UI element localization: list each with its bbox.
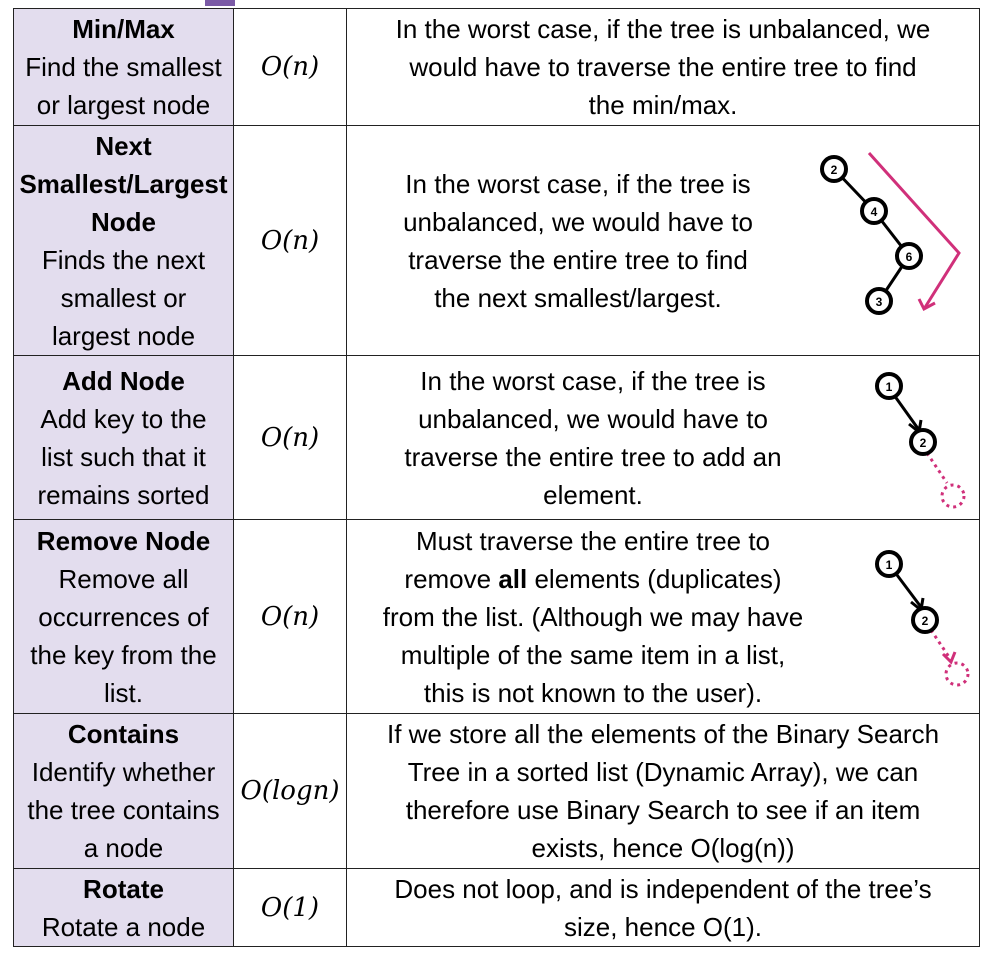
operation-cell: Min/Max Find the smallest or largest nod… [13,8,234,126]
table-row: Contains Identify whether the tree conta… [13,713,980,869]
tree-node [865,286,893,315]
operation-description: smallest or [60,282,187,313]
complexity-cell: O(1) [233,868,347,947]
tree-node [875,549,903,578]
explanation-line: In the worst case, if the tree is unbala… [395,14,931,44]
tree-node [895,241,923,270]
operation-description: Add key to the [40,403,207,434]
explanation-line: traverse the entire tree to add an [404,441,782,472]
table-row: Rotate Rotate a node O(1) Does not loop,… [13,868,980,947]
svg-text:3: 3 [876,295,883,309]
operation-cell: Next Smallest/Largest Node Finds the nex… [13,125,234,356]
explanation-line: size, hence O(1). [564,911,762,942]
explanation-line: traverse the entire tree to find [408,244,748,275]
operation-description: list. [104,677,143,708]
tree-node [875,371,903,400]
operation-title: Contains [67,719,180,749]
svg-text:1: 1 [886,558,893,572]
header-accent-bar [205,0,235,6]
operation-description: remains sorted [37,479,210,510]
explanation-line: would have to traverse the entire tree t… [409,52,917,82]
operation-description: Finds the next [41,244,206,275]
explanation-line: Does not loop, and is independent of the… [394,873,932,904]
emphasis-all: all [498,563,528,594]
table-row: Next Smallest/Largest Node Finds the nex… [13,125,980,356]
explanation-line: therefore use Binary Search to see if an… [405,795,921,825]
table-row: Add Node Add key to the list such that i… [13,355,980,520]
operation-title: Next [95,130,152,161]
explanation-line: the min/max. [588,90,738,120]
explanation-cell: Must traverse the entire tree to remove … [346,519,980,714]
operation-description: the tree contains [27,795,220,825]
operation-cell: Contains Identify whether the tree conta… [13,713,234,869]
operation-title: Remove Node [36,525,211,556]
operation-description: occurrences of [38,601,209,632]
operation-description: the key from the [30,639,217,670]
explanation-line: remove all elements (duplicates) [404,563,782,594]
explanation-line: If we store all the elements of the Bina… [386,719,940,749]
explanation-line: In the worst case, if the tree is [420,365,766,396]
operation-cell: Remove Node Remove all occurrences of th… [13,519,234,714]
svg-text:2: 2 [831,163,838,177]
operation-cell: Rotate Rotate a node [13,868,234,947]
operation-description: Find the smallest [25,52,222,82]
explanation-cell: In the worst case, if the tree is unbala… [346,355,980,520]
complexity-cell: O(n) [233,355,347,520]
explanation-cell: If we store all the elements of the Bina… [346,713,980,869]
remove-node-diagram: 1 2 [875,549,970,686]
svg-text:1: 1 [886,380,893,394]
explanation-line: this is not known to the user). [423,677,763,708]
complexity-cell: O(n) [233,8,347,126]
operation-title: Smallest/Largest [19,168,228,199]
tree-node [860,196,888,225]
svg-text:2: 2 [922,614,929,628]
operation-description: or largest node [36,90,211,120]
complexity-cell: O(n) [233,125,347,356]
add-node-diagram: 1 2 [875,371,966,508]
explanation-line: Tree in a sorted list (Dynamic Array), w… [407,757,919,787]
operation-title: Add Node [62,365,185,396]
explanation-line: from the list. (Although we may have [382,601,804,632]
explanation-line: Must traverse the entire tree to [415,525,771,556]
tree-node [911,605,939,634]
svg-text:2: 2 [920,436,927,450]
explanation-line: element. [543,479,643,510]
operation-title: Rotate [83,873,164,904]
table-row: Min/Max Find the smallest or largest nod… [13,8,980,126]
operation-description: Identify whether [31,757,216,787]
explanation-cell: In the worst case, if the tree is unbala… [346,125,980,356]
svg-text:4: 4 [871,205,878,219]
removed-node-placeholder [944,661,970,686]
explanation-line: the next smallest/largest. [434,282,722,313]
operation-description: a node [83,833,164,863]
explanation-line: unbalanced, we would have to [418,403,768,434]
svg-text:6: 6 [906,250,913,264]
explanation-line: unbalanced, we would have to [403,206,753,237]
operation-title: Min/Max [72,14,175,44]
tree-node [909,427,937,456]
operation-description: Rotate a node [41,911,206,942]
explanation-cell: Does not loop, and is independent of the… [346,868,980,947]
operation-description: Remove all [58,563,189,594]
operation-description: largest node [51,320,196,351]
complexity-table: Min/Max Find the smallest or largest nod… [13,8,980,947]
tree-node [820,154,848,183]
explanation-line: In the worst case, if the tree is [405,168,751,199]
table-row: Remove Node Remove all occurrences of th… [13,519,980,714]
unbalanced-tree-diagram: 2 4 6 3 [820,151,961,315]
complexity-cell: O(n) [233,519,347,714]
explanation-line: multiple of the same item in a list, [400,639,786,670]
new-node-placeholder [940,483,966,508]
operation-cell: Add Node Add key to the list such that i… [13,355,234,520]
explanation-line: exists, hence O(log(n)) [531,833,795,863]
complexity-cell: O(logn) [233,713,347,869]
operation-description: list such that it [41,441,206,472]
explanation-cell: In the worst case, if the tree is unbala… [346,8,980,126]
operation-title: Node [91,206,156,237]
